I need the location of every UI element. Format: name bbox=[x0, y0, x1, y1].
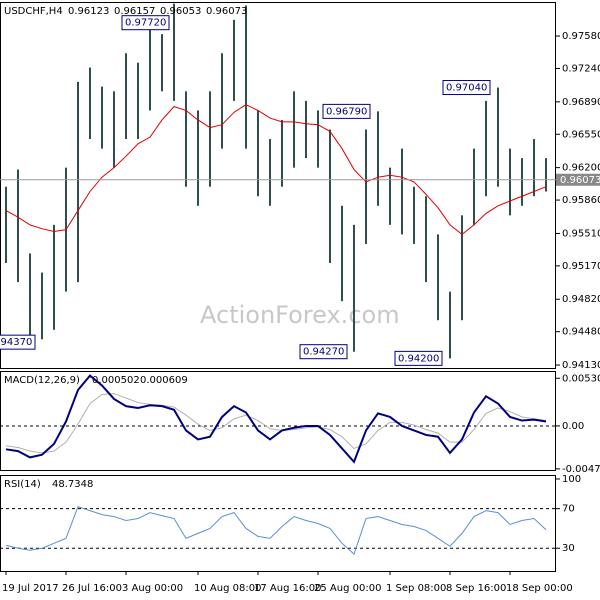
y-tick-label: -0.004777 bbox=[562, 464, 600, 475]
annotation-label: 0.94370 bbox=[0, 337, 32, 348]
y-tick-label: 0.94130 bbox=[562, 360, 600, 371]
header-value: 0.96053 bbox=[160, 6, 201, 17]
x-tick-label: 1 Sep 08:00 bbox=[386, 583, 446, 594]
x-tick-label: 18 Sep 00:00 bbox=[506, 583, 573, 594]
annotation-label: 0.94200 bbox=[398, 353, 439, 364]
y-tick-label: 0.96550 bbox=[562, 129, 600, 140]
price-panel bbox=[0, 2, 556, 369]
y-tick-label: 0.96890 bbox=[562, 97, 600, 108]
rsi-line bbox=[5, 506, 547, 556]
y-tick-label: 0.97580 bbox=[562, 31, 600, 42]
x-tick-label: 25 Aug 00:00 bbox=[314, 583, 381, 594]
macd-signal bbox=[5, 393, 547, 454]
annotation-box bbox=[299, 344, 348, 360]
rsi-title: RSI(14) bbox=[4, 479, 41, 490]
macd-value: 0.000609 bbox=[140, 375, 188, 386]
y-tick-label: 0.95860 bbox=[562, 195, 600, 206]
x-tick-label: 17 Aug 16:00 bbox=[254, 583, 321, 594]
y-tick-label: 0.96200 bbox=[562, 163, 600, 174]
y-tick-label: 70 bbox=[562, 504, 575, 515]
macd-line bbox=[5, 374, 547, 464]
rsi-value: 48.7348 bbox=[52, 479, 93, 490]
header-value: 0.96073 bbox=[206, 6, 247, 17]
y-tick-label: 0.95170 bbox=[562, 261, 600, 272]
annotation-box bbox=[0, 334, 36, 350]
x-tick-label: 19 Jul 2017 bbox=[2, 583, 59, 594]
y-tick-label: 0.005303 bbox=[562, 373, 600, 384]
last-price-box bbox=[556, 173, 600, 186]
annotation-label: 0.94270 bbox=[303, 347, 344, 358]
last-price-label: 0.96073 bbox=[560, 175, 600, 186]
y-tick-label: 0.94480 bbox=[562, 327, 600, 338]
header-value: 0.96123 bbox=[68, 6, 109, 17]
macd-panel bbox=[0, 371, 556, 471]
moving-average bbox=[5, 104, 547, 236]
chart-title: USDCHF,H4 bbox=[4, 6, 63, 17]
y-tick-label: 100 bbox=[562, 474, 581, 485]
x-tick-label: 8 Sep 16:00 bbox=[446, 583, 506, 594]
x-tick-label: 10 Aug 08:00 bbox=[194, 583, 261, 594]
annotation-box bbox=[322, 103, 371, 119]
y-tick-label: 30 bbox=[562, 543, 575, 554]
y-tick-label: 0.97240 bbox=[562, 63, 600, 74]
annotation-box bbox=[442, 80, 491, 96]
y-tick-label: 0.00 bbox=[562, 421, 584, 432]
x-tick-label: 3 Aug 00:00 bbox=[122, 583, 183, 594]
x-tick-label: 26 Jul 16:00 bbox=[62, 583, 122, 594]
rsi-panel bbox=[0, 475, 556, 572]
macd-value: 0.000502 bbox=[92, 375, 140, 386]
macd-title: MACD(12,26,9) bbox=[4, 375, 80, 386]
watermark: ActionForex.com bbox=[200, 301, 400, 329]
header-value: 0.96157 bbox=[114, 6, 155, 17]
annotation-label: 0.97720 bbox=[125, 18, 166, 29]
annotation-box bbox=[121, 15, 170, 31]
annotation-label: 0.97040 bbox=[446, 83, 487, 94]
annotation-label: 0.96790 bbox=[326, 106, 367, 117]
y-tick-label: 0.95510 bbox=[562, 228, 600, 239]
annotation-box bbox=[394, 350, 443, 366]
y-tick-label: 0.94820 bbox=[562, 294, 600, 305]
